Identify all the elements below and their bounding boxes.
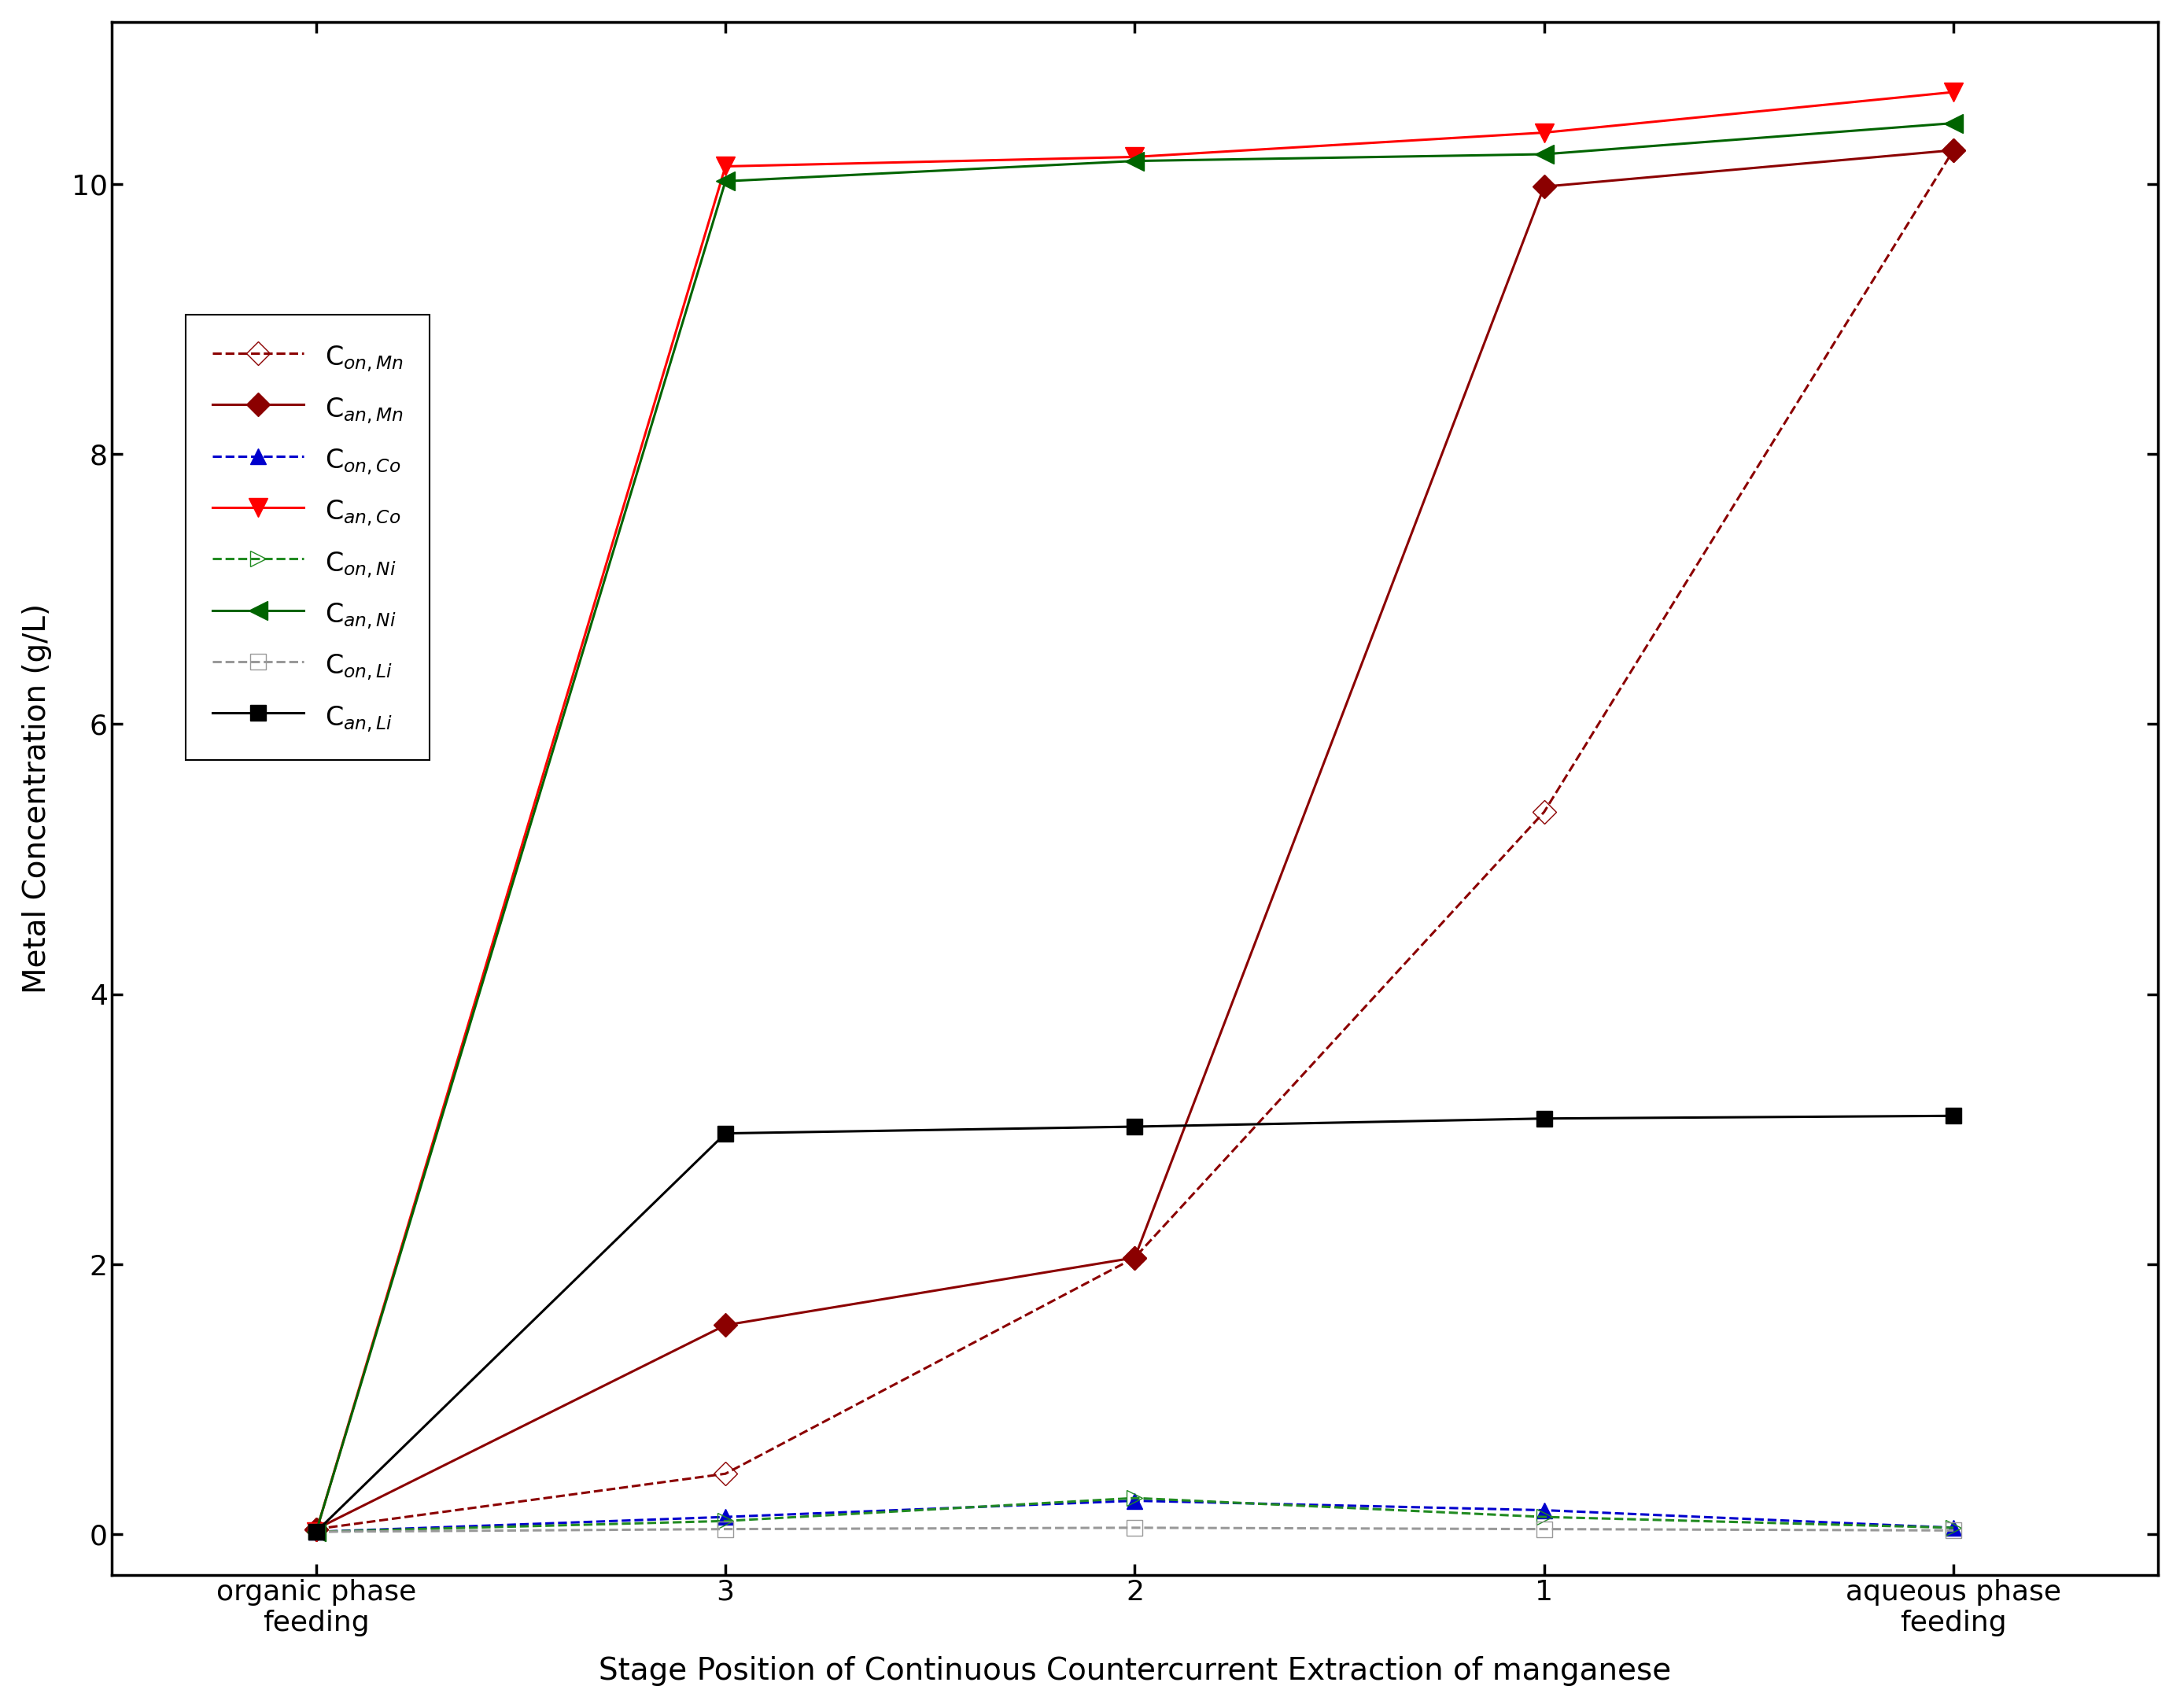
C$_{on,Li}$ (1530, 1518, 1557, 1539)
C$_{on,Mn}$ (713, 1464, 739, 1484)
C$_{an,Li}$ (1940, 1105, 1966, 1126)
C$_{an,Ni}$ (303, 1522, 329, 1542)
C$_{on,Mn}$ (1530, 801, 1557, 822)
C$_{an,Mn}$ (1530, 176, 1557, 196)
C$_{an,Ni}$ (1940, 113, 1966, 133)
C$_{on,Co}$ (303, 1522, 329, 1542)
Line: C$_{on,Mn}$: C$_{on,Mn}$ (307, 142, 1962, 1537)
C$_{an,Co}$ (1530, 123, 1557, 143)
Line: C$_{on,Li}$: C$_{on,Li}$ (307, 1520, 1962, 1539)
C$_{an,Co}$ (303, 1522, 329, 1542)
C$_{an,Li}$ (303, 1522, 329, 1542)
C$_{an,Mn}$ (713, 1315, 739, 1336)
Line: C$_{an,Ni}$: C$_{an,Ni}$ (307, 114, 1962, 1541)
Line: C$_{an,Mn}$: C$_{an,Mn}$ (307, 142, 1962, 1537)
C$_{on,Li}$ (1123, 1517, 1149, 1537)
C$_{on,Li}$ (713, 1518, 739, 1539)
C$_{on,Ni}$ (713, 1512, 739, 1532)
Line: C$_{on,Ni}$: C$_{on,Ni}$ (307, 1489, 1962, 1541)
C$_{an,Co}$ (1123, 147, 1149, 167)
X-axis label: Stage Position of Continuous Countercurrent Extraction of manganese: Stage Position of Continuous Countercurr… (600, 1657, 1672, 1686)
C$_{an,Co}$ (1940, 82, 1966, 102)
Y-axis label: Metal Concentration (g/L): Metal Concentration (g/L) (22, 603, 52, 994)
C$_{on,Li}$ (303, 1522, 329, 1542)
C$_{on,Co}$ (1123, 1491, 1149, 1512)
C$_{an,Li}$ (713, 1124, 739, 1144)
C$_{an,Ni}$ (1123, 150, 1149, 171)
C$_{on,Li}$ (1940, 1520, 1966, 1541)
Line: C$_{an,Co}$: C$_{an,Co}$ (307, 82, 1962, 1541)
C$_{on,Ni}$ (303, 1522, 329, 1542)
C$_{an,Mn}$ (303, 1518, 329, 1539)
C$_{on,Ni}$ (1530, 1506, 1557, 1527)
C$_{an,Mn}$ (1123, 1247, 1149, 1267)
C$_{on,Ni}$ (1123, 1488, 1149, 1508)
C$_{an,Li}$ (1123, 1117, 1149, 1138)
C$_{on,Ni}$ (1940, 1517, 1966, 1537)
C$_{an,Ni}$ (1530, 143, 1557, 164)
C$_{an,Ni}$ (713, 171, 739, 191)
Line: C$_{an,Li}$: C$_{an,Li}$ (307, 1108, 1962, 1539)
C$_{on,Mn}$ (303, 1518, 329, 1539)
C$_{on,Mn}$ (1940, 140, 1966, 161)
C$_{on,Co}$ (1530, 1500, 1557, 1520)
C$_{an,Li}$ (1530, 1108, 1557, 1129)
C$_{on,Mn}$ (1123, 1247, 1149, 1267)
C$_{an,Co}$ (713, 155, 739, 176)
C$_{on,Co}$ (713, 1506, 739, 1527)
C$_{an,Mn}$ (1940, 140, 1966, 161)
Line: C$_{on,Co}$: C$_{on,Co}$ (307, 1493, 1962, 1541)
C$_{on,Co}$ (1940, 1517, 1966, 1537)
Legend: C$_{on,Mn}$, C$_{an,Mn}$, C$_{on,Co}$, C$_{an,Co}$, C$_{on,Ni}$, C$_{an,Ni}$, C$: C$_{on,Mn}$, C$_{an,Mn}$, C$_{on,Co}$, C… (185, 314, 429, 760)
